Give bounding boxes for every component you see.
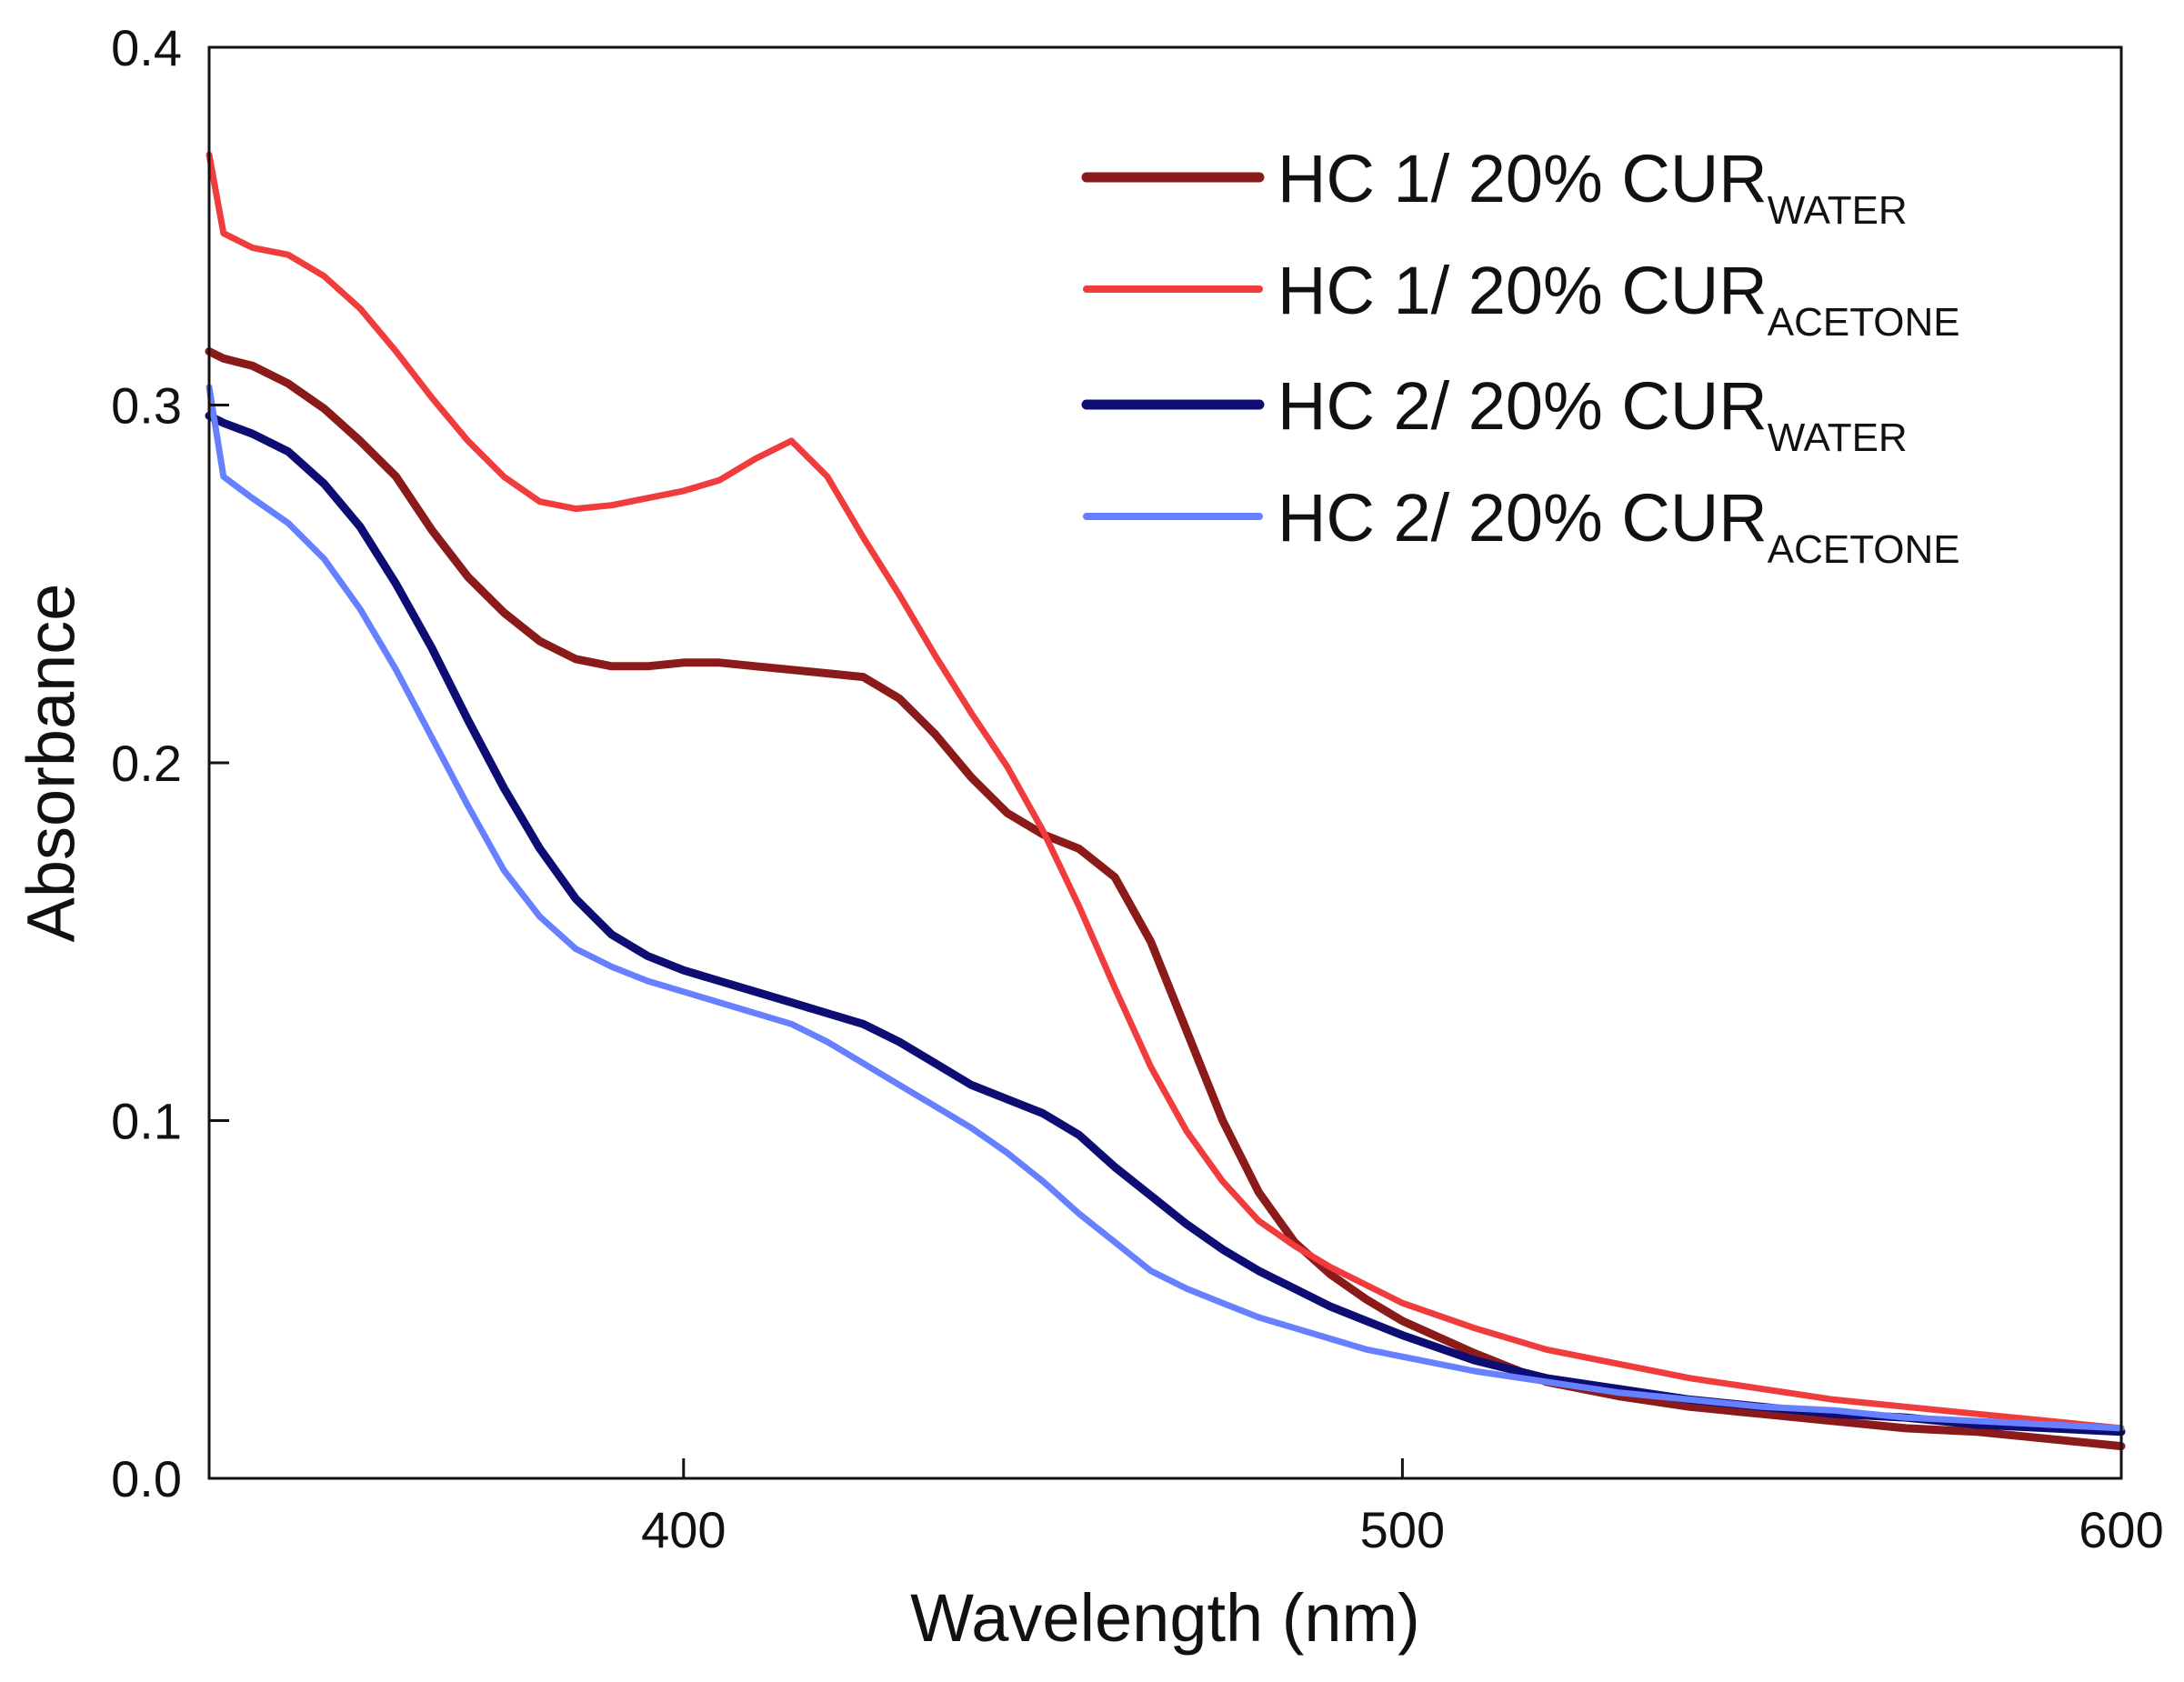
legend-label-4: HC 2/ 20% CURACETONE [1277,480,1960,572]
x-tick-label: 400 [641,1501,726,1558]
legend-label-main: HC 2/ 20% CUR [1277,368,1768,444]
series-line-2 [205,151,2125,1432]
legend-label-subscript: ACETONE [1768,300,1960,345]
ticks-layer: 400 500 600 0.0 0.1 0.2 0.3 0.4 [111,19,2164,1558]
legend-label-main: HC 1/ 20% CUR [1277,141,1768,216]
x-tick-label: 600 [2079,1501,2163,1558]
y-tick-label: 0.2 [111,735,182,792]
series-line-3 [205,411,2126,1437]
x-tick-label: 500 [1360,1501,1445,1558]
series-layer [205,151,2126,1451]
y-axis-title: Absorbance [14,584,89,943]
legend-label-1: HC 1/ 20% CURWATER [1277,141,1908,233]
y-tick-label: 0.1 [111,1093,182,1150]
legend-label-subscript: ACETONE [1768,527,1960,572]
y-tick-label: 0.4 [111,19,182,76]
legend-label-main: HC 1/ 20% CUR [1277,253,1768,328]
series-line-4 [205,384,2125,1432]
legend-label-main: HC 2/ 20% CUR [1277,480,1768,556]
y-tick-label: 0.0 [111,1450,182,1507]
legend-label-subscript: WATER [1768,188,1908,233]
legend-label-3: HC 2/ 20% CURWATER [1277,368,1908,460]
legend-label-subscript: WATER [1768,415,1908,460]
legend-label-2: HC 1/ 20% CURACETONE [1277,253,1960,345]
y-tick-label: 0.3 [111,377,182,435]
x-axis-title: Wavelength (nm) [910,1580,1420,1656]
